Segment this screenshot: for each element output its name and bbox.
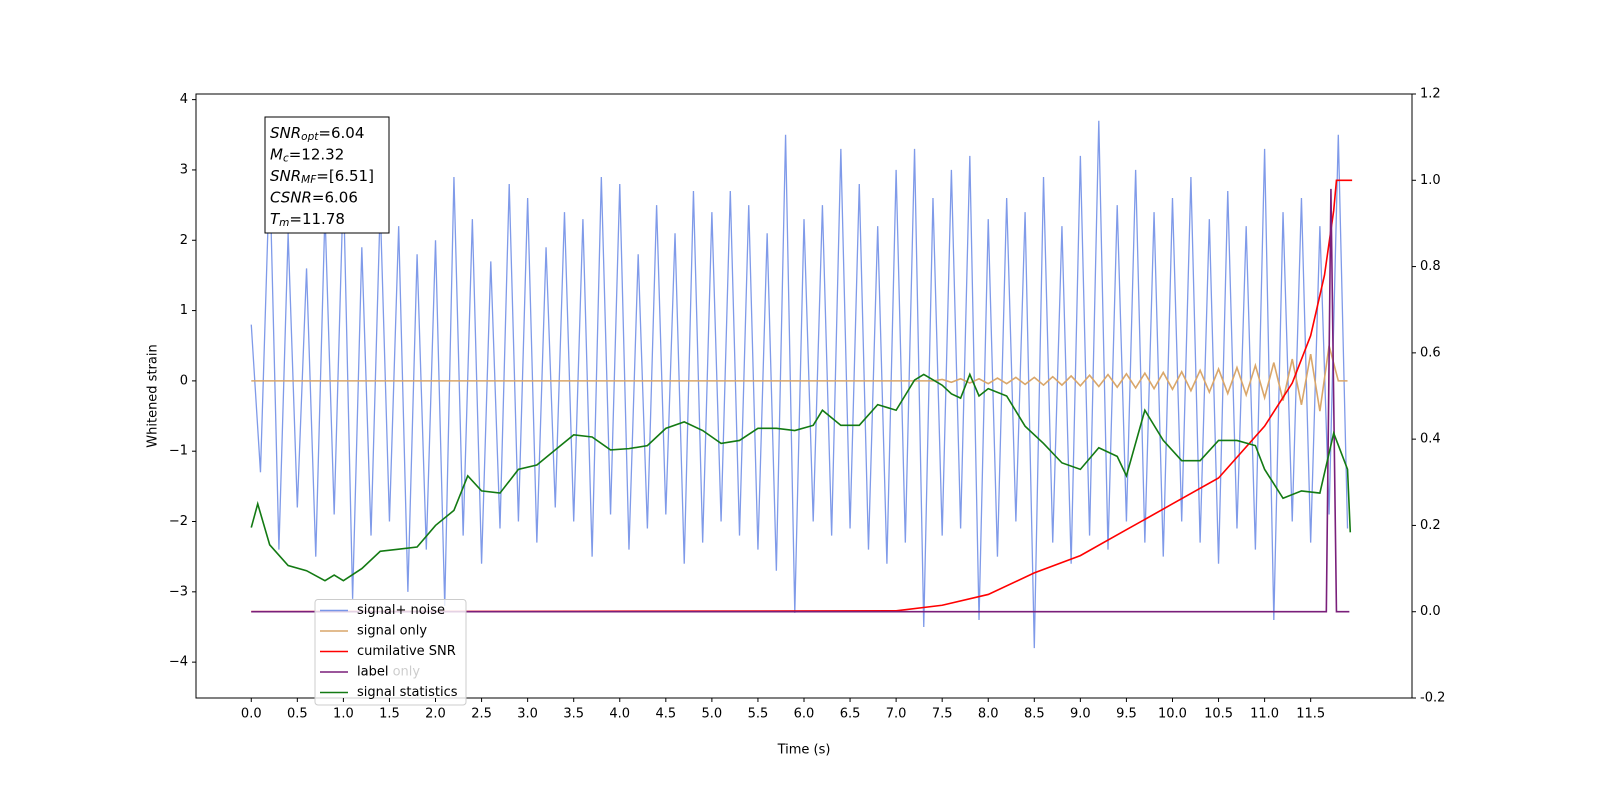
y-tick-label: 2 [180, 233, 188, 248]
annotation-text: CSNR=6.06 [270, 188, 358, 206]
annotation-box: SNRopt=6.04Mc=12.32SNRMF=[6.51]CSNR=6.06… [264, 116, 390, 234]
x-tick-label: 2.5 [471, 707, 492, 722]
y2-tick-label: 0.6 [1420, 345, 1441, 360]
y2-tick-label: 0.8 [1420, 259, 1441, 274]
y-tick-label: 3 [180, 162, 188, 177]
annotation-value: =6.04 [318, 124, 364, 142]
legend-label: signal only [357, 624, 427, 639]
x-tick-label: 0.5 [287, 707, 308, 722]
annotation-symbol: T [270, 210, 281, 228]
annotation-subscript: c [283, 153, 289, 165]
x-tick-label: 2.0 [425, 707, 446, 722]
annotation-value: =6.06 [312, 188, 358, 206]
y-tick-label: 4 [180, 92, 188, 107]
y-tick-label: −3 [169, 584, 188, 599]
x-tick-label: 9.5 [1116, 707, 1137, 722]
annotation-text: Mc=12.32 [270, 145, 344, 165]
x-tick-label: 8.0 [978, 707, 999, 722]
annotation-text: Tm=11.78 [270, 210, 345, 230]
legend-label: signal+ noise [357, 603, 445, 618]
x-tick-label: 9.0 [1070, 707, 1091, 722]
annotation-frame [264, 116, 390, 234]
x-tick-label: 11.0 [1250, 707, 1279, 722]
annotation-symbol: SNR [270, 167, 301, 185]
annotation-symbol: CSNR [270, 188, 312, 206]
annotation-text: SNRopt=6.04 [270, 124, 364, 144]
x-tick-label: 10.5 [1204, 707, 1233, 722]
annotation-symbol: SNR [270, 124, 301, 142]
y-axis-label: Whitened strain [146, 344, 161, 447]
x-tick-label: 6.0 [794, 707, 815, 722]
y-tick-label: −1 [169, 444, 188, 459]
annotation-symbol: M [270, 145, 283, 163]
x-tick-label: 11.5 [1296, 707, 1325, 722]
annotation-subscript: MF [301, 174, 317, 186]
x-tick-label: 5.0 [702, 707, 723, 722]
x-tick-label: 1.5 [379, 707, 400, 722]
legend-label: signal statistics [357, 685, 458, 700]
x-tick-label: 0.0 [241, 707, 262, 722]
y2-tick-label: -0.2 [1420, 691, 1445, 706]
x-tick-label: 10.0 [1158, 707, 1187, 722]
y2-tick-label: 0.2 [1420, 518, 1441, 533]
y-tick-label: −2 [169, 514, 188, 529]
x-tick-label: 4.5 [655, 707, 676, 722]
series-line [251, 188, 1350, 613]
annotation-value: =12.32 [289, 145, 345, 163]
y-tick-label: 0 [180, 373, 188, 388]
x-tick-label: 7.5 [932, 707, 953, 722]
y-tick-label: 1 [180, 303, 188, 318]
legend-label: cumilative SNR [357, 644, 456, 659]
annotation-text: SNRMF=[6.51] [270, 167, 374, 187]
x-tick-label: 1.0 [333, 707, 354, 722]
x-tick-label: 4.0 [609, 707, 630, 722]
x-axis-label: Time (s) [777, 743, 831, 758]
y2-tick-label: 0.4 [1420, 432, 1441, 447]
y-tick-label: −4 [169, 655, 188, 670]
y2-tick-label: 1.2 [1420, 87, 1441, 102]
y2-tick-label: 0.0 [1420, 604, 1441, 619]
annotation-value: =[6.51] [316, 167, 374, 185]
x-tick-label: 3.0 [517, 707, 538, 722]
x-tick-label: 7.0 [886, 707, 907, 722]
series-line [251, 179, 1353, 613]
annotation-value: =11.78 [289, 210, 345, 228]
series-line [251, 345, 1348, 412]
series-line [250, 120, 1349, 649]
series-line [250, 372, 1352, 582]
annotation-subscript: opt [301, 131, 319, 143]
annotation-subscript: m [279, 217, 289, 229]
x-tick-label: 5.5 [748, 707, 769, 722]
x-tick-label: 8.5 [1024, 707, 1045, 722]
legend-frame [314, 599, 467, 706]
x-tick-label: 3.5 [563, 707, 584, 722]
y2-tick-label: 1.0 [1420, 173, 1441, 188]
plot-area [250, 120, 1353, 649]
legend-label: label [357, 665, 388, 680]
x-tick-label: 6.5 [840, 707, 861, 722]
